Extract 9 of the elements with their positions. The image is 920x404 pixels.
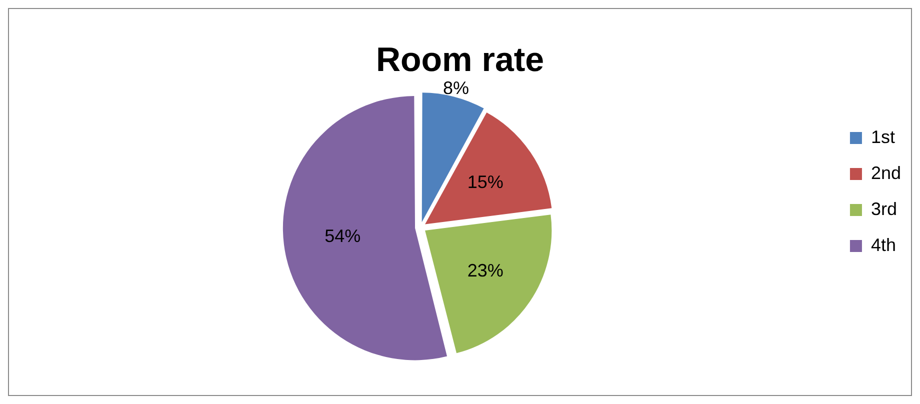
chart-title: Room rate <box>376 40 544 79</box>
data-label: 8% <box>442 78 469 98</box>
data-label: 15% <box>467 172 504 192</box>
legend-label: 2nd <box>870 162 902 183</box>
legend-label: 4th <box>870 234 896 255</box>
data-label: 23% <box>467 260 504 280</box>
legend-label: 1st <box>870 126 895 147</box>
legend-label: 3rd <box>870 198 897 219</box>
data-label: 54% <box>324 226 361 246</box>
